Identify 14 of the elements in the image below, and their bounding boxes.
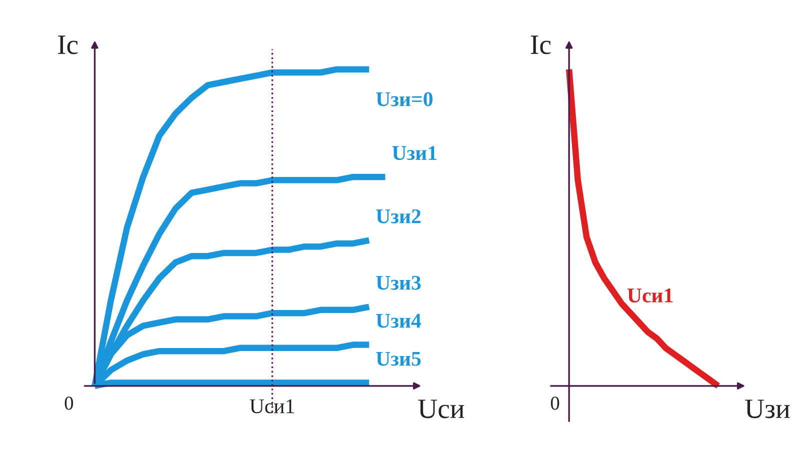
series-label: Uзи4 <box>376 314 422 328</box>
y-axis-title: Iс <box>530 36 551 54</box>
text: 0 <box>550 396 560 410</box>
series-label: Uзи=0 <box>376 92 432 106</box>
series-label: Uзи3 <box>376 276 421 290</box>
series-label: Uси1 <box>627 288 673 302</box>
series-label: Uзи5 <box>376 352 421 366</box>
y-axis-title: Iс <box>58 36 78 54</box>
text: Uси1 <box>250 399 294 414</box>
series-label: Uзи2 <box>376 209 421 224</box>
x-axis-title: Uси <box>418 400 464 418</box>
text: 0 <box>64 396 74 410</box>
series-label: Uзи1 <box>392 146 436 160</box>
x-axis-title: Uзи <box>745 400 790 418</box>
